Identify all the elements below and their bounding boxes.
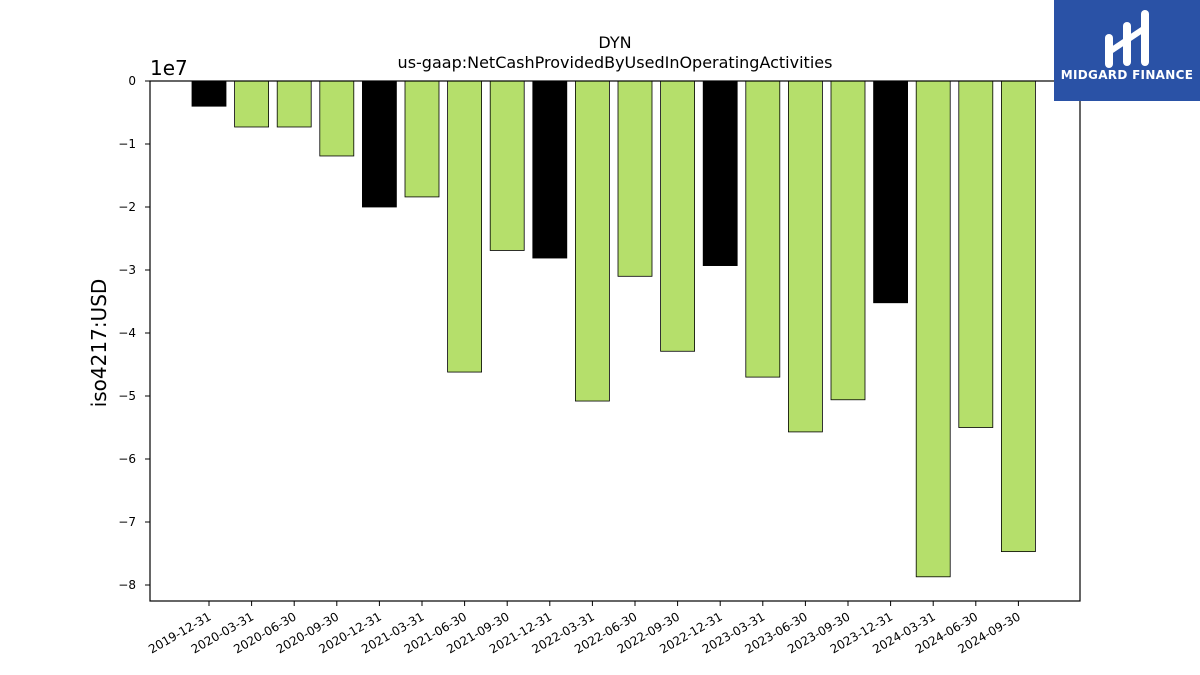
plot-frame [149, 80, 1081, 602]
bar-2024-06-30 [958, 80, 994, 428]
bar-2021-03-31 [404, 80, 440, 198]
chart-title: DYN [598, 33, 631, 52]
y-tick-label: 0 [128, 74, 136, 88]
midgard-finance-logo: MIDGARD FINANCE [1054, 0, 1200, 101]
bar-2024-09-30 [1001, 80, 1036, 553]
bar-2023-09-30 [830, 80, 866, 401]
bar-2022-03-31 [575, 80, 610, 402]
bar-2022-06-30 [617, 80, 653, 277]
y-multiplier-label: 1e7 [150, 56, 188, 80]
bar-2021-12-31 [532, 80, 568, 259]
y-axis-label: iso4217:USD [87, 279, 111, 408]
bar-2020-06-30 [276, 80, 312, 128]
y-tick-label: −4 [118, 326, 136, 340]
bar-2019-12-31 [191, 80, 227, 107]
bar-2020-12-31 [361, 80, 397, 208]
y-tick-label: −8 [118, 578, 136, 592]
bar-2021-06-30 [447, 80, 483, 373]
logo-mark-icon [1105, 10, 1149, 68]
chart-subtitle: us-gaap:NetCashProvidedByUsedInOperating… [398, 53, 833, 72]
bar-2022-12-31 [702, 80, 738, 266]
bar-2020-03-31 [234, 80, 270, 128]
bar-2023-03-31 [745, 80, 781, 378]
bar-2024-03-31 [915, 80, 951, 578]
y-tick-label: −3 [118, 263, 136, 277]
bar-2021-09-30 [489, 80, 525, 251]
y-tick-label: −7 [118, 515, 136, 529]
bar-2023-06-30 [788, 80, 823, 433]
y-tick-label: −5 [118, 389, 136, 403]
bar-2023-12-31 [873, 80, 908, 304]
y-tick-label: −1 [118, 137, 136, 151]
logo-text: MIDGARD FINANCE [1060, 68, 1194, 82]
bar-2020-09-30 [319, 80, 355, 157]
y-tick-label: −6 [118, 452, 136, 466]
bar-2022-09-30 [660, 80, 695, 352]
y-tick-label: −2 [118, 200, 136, 214]
